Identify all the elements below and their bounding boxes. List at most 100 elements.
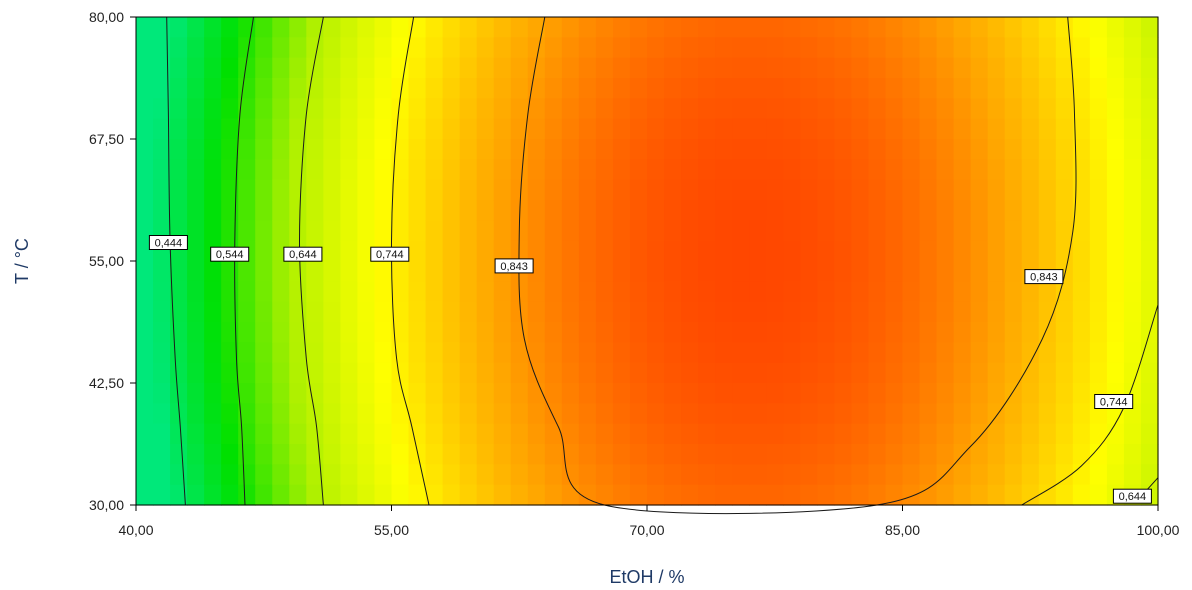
- heatmap-cell: [459, 118, 478, 140]
- heatmap-cell: [800, 484, 818, 506]
- heatmap-cell: [629, 37, 648, 59]
- heatmap-cell: [425, 57, 444, 79]
- contour-label: 0,843: [494, 258, 534, 274]
- heatmap-cell: [170, 464, 188, 486]
- heatmap-cell: [817, 362, 835, 384]
- heatmap-cell: [1021, 301, 1040, 323]
- heatmap-cell: [681, 281, 699, 303]
- heatmap-cell: [749, 98, 767, 120]
- heatmap-cell: [255, 423, 273, 445]
- heatmap-cell: [544, 383, 563, 404]
- heatmap-cell: [1055, 362, 1074, 384]
- heatmap-cell: [170, 179, 188, 201]
- heatmap-cell: [868, 403, 887, 425]
- heatmap-cell: [289, 17, 307, 38]
- heatmap-cell: [442, 403, 461, 425]
- heatmap-cell: [953, 17, 972, 38]
- axis-ticks: 40,00 55,00 70,00 85,00 100,00 30,00 42,50 55,0…: [89, 9, 1180, 538]
- heatmap-cell: [715, 118, 733, 140]
- heatmap-cell: [664, 383, 682, 404]
- heatmap-cell: [204, 200, 222, 221]
- heatmap-cell: [476, 240, 495, 262]
- heatmap-cell: [698, 464, 716, 486]
- heatmap-cell: [681, 423, 699, 445]
- heatmap-cell: [255, 301, 273, 323]
- heatmap-cell: [851, 57, 870, 79]
- heatmap-cell: [698, 484, 716, 506]
- heatmap-cell: [612, 118, 631, 140]
- heatmap-cell: [442, 78, 461, 99]
- heatmap-cell: [834, 423, 852, 445]
- heatmap-cell: [1004, 98, 1023, 120]
- heatmap-cell: [629, 301, 648, 323]
- heatmap-cell: [715, 139, 733, 160]
- heatmap-cell: [204, 118, 222, 140]
- heatmap-cell: [936, 118, 955, 140]
- heatmap-cell: [732, 200, 750, 221]
- heatmap-cell: [1089, 322, 1108, 343]
- contour-label-box: [210, 246, 250, 262]
- heatmap-cell: [629, 159, 648, 181]
- heatmap-cell: [493, 17, 512, 38]
- heatmap-cell: [902, 240, 921, 262]
- heatmap-cell: [987, 179, 1006, 201]
- heatmap-cell: [238, 301, 256, 323]
- heatmap-cell: [136, 57, 154, 79]
- heatmap-cell: [629, 179, 648, 201]
- heatmap-cell: [1021, 118, 1040, 140]
- heatmap-cell: [919, 261, 938, 282]
- heatmap-cell: [238, 423, 256, 445]
- heatmap-cell: [800, 342, 818, 364]
- heatmap-cell: [306, 37, 324, 59]
- heatmap-cell: [238, 78, 256, 99]
- heatmap-cell: [987, 139, 1006, 160]
- heatmap-cell: [664, 281, 682, 303]
- heatmap-cell: [1140, 423, 1159, 445]
- heatmap-cell: [238, 179, 256, 201]
- heatmap-cell: [1072, 139, 1091, 160]
- heatmap-cell: [204, 139, 222, 160]
- heatmap-cell: [476, 37, 495, 59]
- heatmap-cell: [732, 444, 750, 465]
- heatmap-cell: [272, 98, 290, 120]
- contour-label-text: 0,444: [155, 238, 183, 250]
- heatmap-cell: [204, 383, 222, 404]
- heatmap-cell: [953, 220, 972, 242]
- x-tick-label: 85,00: [885, 522, 920, 538]
- heatmap-cell: [561, 444, 580, 465]
- heatmap-cell: [408, 403, 427, 425]
- heatmap-cell: [647, 261, 665, 282]
- heatmap-cell: [647, 37, 665, 59]
- heatmap-cell: [1004, 261, 1023, 282]
- heatmap-cell: [1123, 98, 1142, 120]
- heatmap-cell: [851, 261, 870, 282]
- heatmap-cell: [340, 342, 359, 364]
- heatmap-cell: [170, 484, 188, 506]
- heatmap-cell: [681, 322, 699, 343]
- heatmap-cell: [885, 17, 904, 38]
- heatmap-cell: [936, 444, 955, 465]
- heatmap-cell: [970, 322, 989, 343]
- heatmap-cell: [238, 37, 256, 59]
- heatmap-cell: [919, 37, 938, 59]
- heatmap-cell: [408, 362, 427, 384]
- heatmap-cell: [885, 403, 904, 425]
- heatmap-cell: [783, 423, 801, 445]
- heatmap-cell: [204, 220, 222, 242]
- heatmap-cell: [647, 342, 665, 364]
- heatmap-cell: [1021, 383, 1040, 404]
- heatmap-cell: [868, 17, 887, 38]
- heatmap-cell: [1072, 322, 1091, 343]
- heatmap-cell: [340, 322, 359, 343]
- heatmap-cell: [749, 484, 767, 506]
- heatmap-cell: [885, 464, 904, 486]
- heatmap-cell: [1089, 78, 1108, 99]
- heatmap-cell: [953, 362, 972, 384]
- heatmap-cell: [476, 200, 495, 221]
- heatmap-cell: [817, 464, 835, 486]
- heatmap-cell: [885, 342, 904, 364]
- heatmap-cell: [323, 383, 341, 404]
- heatmap-cell: [868, 281, 887, 303]
- heatmap-cell: [272, 159, 290, 181]
- heatmap-cell: [612, 139, 631, 160]
